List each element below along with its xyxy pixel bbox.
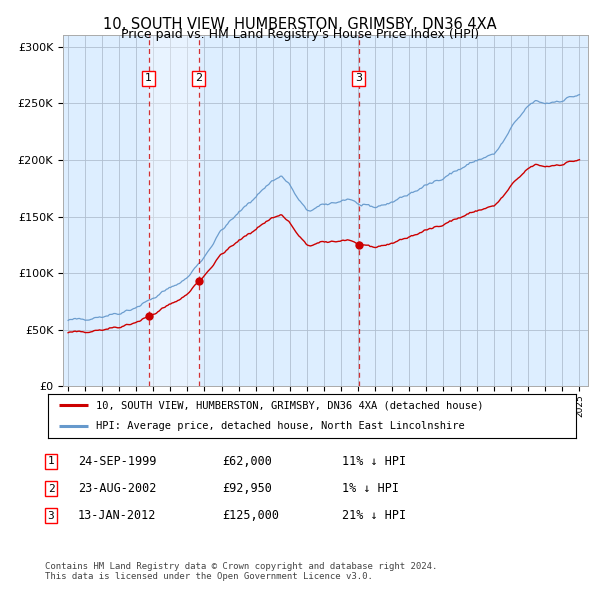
- Text: £125,000: £125,000: [222, 509, 279, 522]
- Text: 10, SOUTH VIEW, HUMBERSTON, GRIMSBY, DN36 4XA: 10, SOUTH VIEW, HUMBERSTON, GRIMSBY, DN3…: [103, 17, 497, 31]
- Text: 3: 3: [47, 511, 55, 520]
- Text: Price paid vs. HM Land Registry's House Price Index (HPI): Price paid vs. HM Land Registry's House …: [121, 28, 479, 41]
- Text: 3: 3: [355, 73, 362, 83]
- Text: HPI: Average price, detached house, North East Lincolnshire: HPI: Average price, detached house, Nort…: [95, 421, 464, 431]
- Text: 1: 1: [145, 73, 152, 83]
- Text: 23-AUG-2002: 23-AUG-2002: [78, 482, 157, 495]
- Text: 11% ↓ HPI: 11% ↓ HPI: [342, 455, 406, 468]
- Text: 2: 2: [195, 73, 202, 83]
- Text: £92,950: £92,950: [222, 482, 272, 495]
- Text: 24-SEP-1999: 24-SEP-1999: [78, 455, 157, 468]
- Text: 21% ↓ HPI: 21% ↓ HPI: [342, 509, 406, 522]
- Text: 13-JAN-2012: 13-JAN-2012: [78, 509, 157, 522]
- Text: £62,000: £62,000: [222, 455, 272, 468]
- Bar: [149, 35, 199, 386]
- Text: 2: 2: [47, 484, 55, 493]
- Text: 1: 1: [47, 457, 55, 466]
- Text: Contains HM Land Registry data © Crown copyright and database right 2024.
This d: Contains HM Land Registry data © Crown c…: [45, 562, 437, 581]
- Text: 1% ↓ HPI: 1% ↓ HPI: [342, 482, 399, 495]
- Text: 10, SOUTH VIEW, HUMBERSTON, GRIMSBY, DN36 4XA (detached house): 10, SOUTH VIEW, HUMBERSTON, GRIMSBY, DN3…: [95, 401, 483, 411]
